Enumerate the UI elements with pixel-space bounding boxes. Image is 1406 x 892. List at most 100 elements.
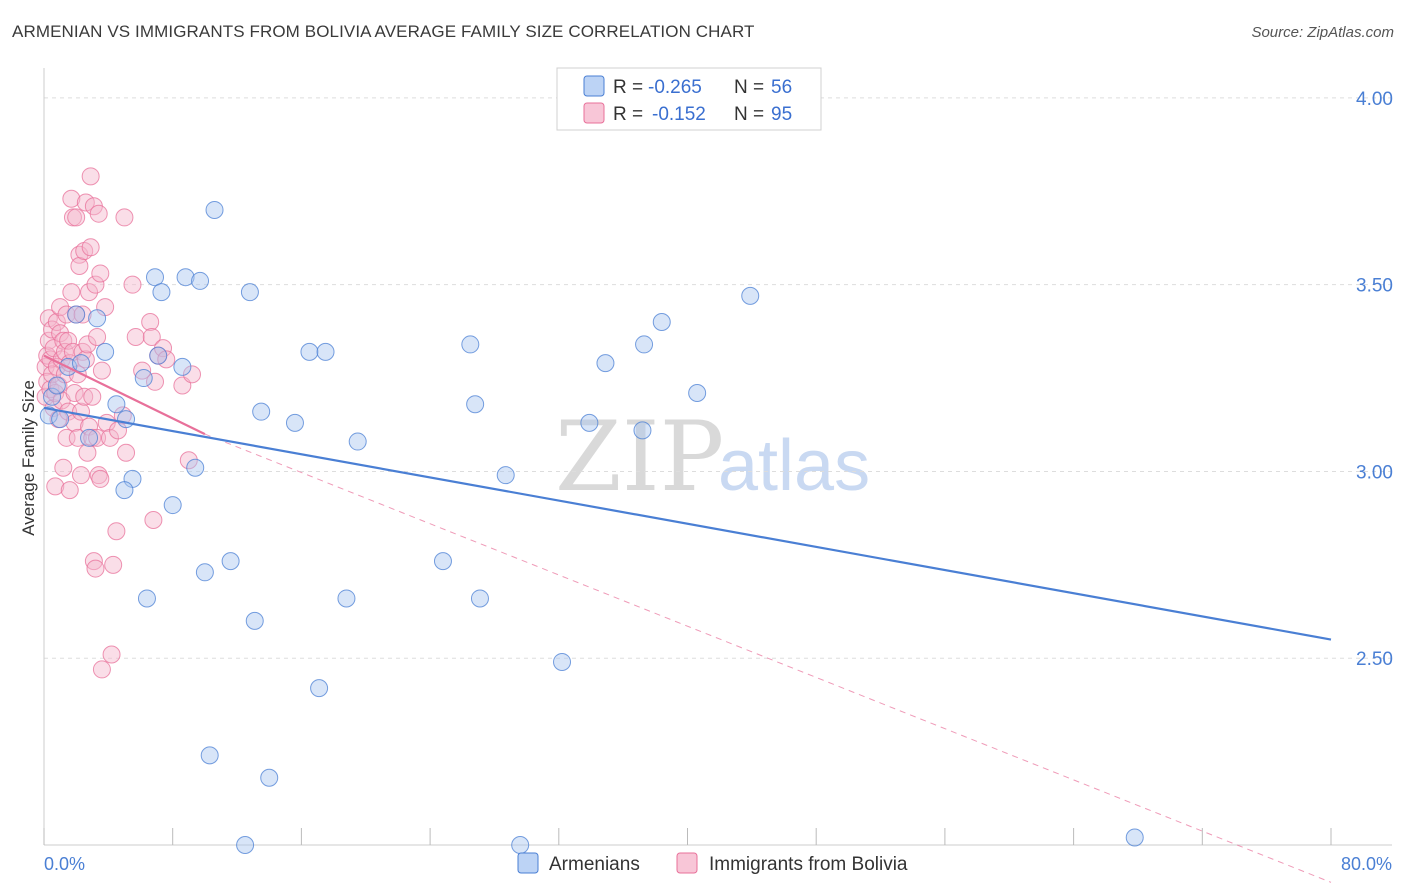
armenian-point (466, 395, 485, 414)
armenian-point (88, 309, 107, 328)
legend-r-label-blue: R = (613, 77, 643, 98)
bolivia-point (65, 383, 84, 402)
bolivia-point (92, 660, 111, 679)
legend-swatch-blue (583, 75, 605, 97)
armenian-point (43, 387, 62, 406)
bolivia-trend-line (43, 354, 206, 436)
stats-legend: R = -0.265 N = 56 R = -0.152 N = 95 (556, 67, 822, 131)
bolivia-point (86, 275, 105, 294)
armenian-point (137, 589, 156, 608)
bolivia-point (179, 451, 198, 470)
bolivia-point (72, 402, 91, 421)
armenian-point (260, 768, 279, 787)
bottom-legend-swatch-armenians (517, 852, 539, 874)
armenian-point (195, 563, 214, 582)
armenian-point (348, 432, 367, 451)
bolivia-point (142, 327, 161, 346)
armenian-point (337, 589, 356, 608)
armenian-point (553, 652, 572, 671)
armenian-point (72, 354, 91, 373)
bolivia-point (126, 327, 145, 346)
bolivia-point (78, 443, 97, 462)
bolivia-point (123, 275, 142, 294)
series-armenians-points (39, 200, 1144, 854)
bottom-legend-label-armenians: Armenians (549, 854, 640, 875)
bolivia-point (51, 298, 70, 317)
chart-source: Source: ZipAtlas.com (1251, 24, 1394, 41)
armenian-point (149, 346, 168, 365)
y-tick-label: 3.50 (1356, 276, 1393, 297)
armenian-point (107, 395, 126, 414)
armenian-point (191, 271, 210, 290)
watermark-zip: ZIP (555, 401, 724, 513)
bottom-legend-swatch-bolivia (676, 852, 698, 874)
bolivia-point (104, 555, 123, 574)
armenian-point (652, 313, 671, 332)
armenian-point (511, 836, 530, 854)
legend-r-label-pink: R = (613, 104, 643, 125)
armenian-point (115, 481, 134, 500)
armenian-point (1125, 828, 1144, 847)
armenian-point (635, 335, 654, 354)
armenian-point (596, 354, 615, 373)
trend-layer (43, 354, 1332, 883)
armenian-point (117, 410, 136, 429)
armenian-point (300, 342, 319, 361)
bottom-legend-label-bolivia: Immigrants from Bolivia (709, 854, 908, 875)
armenian-point (580, 413, 599, 432)
y-tick-label: 4.00 (1356, 89, 1393, 110)
armenian-point (221, 552, 240, 571)
legend-n-value-pink: 95 (771, 104, 792, 125)
armenian-point (80, 428, 99, 447)
armenian-point (146, 268, 165, 287)
armenian-point (252, 402, 271, 421)
armenian-point (496, 466, 515, 485)
bolivia-point (88, 327, 107, 346)
bolivia-point (62, 189, 81, 208)
bolivia-point (67, 208, 86, 227)
x-tick-label-end: 80.0% (1341, 854, 1392, 874)
armenian-point (200, 746, 219, 765)
armenian-point (245, 611, 264, 630)
armenian-point (163, 496, 182, 515)
bolivia-point (81, 238, 100, 257)
bolivia-point (72, 466, 91, 485)
bolivia-point (59, 331, 78, 350)
armenian-point (285, 413, 304, 432)
legend-n-label-blue: N = (734, 77, 764, 98)
bolivia-point (91, 264, 110, 283)
bolivia-point (57, 305, 76, 324)
armenian-point (236, 836, 255, 854)
y-axis-label: Average Family Size (19, 380, 38, 536)
bolivia-point (183, 365, 202, 384)
series-bolivia-points (36, 167, 202, 679)
x-tick-label-start: 0.0% (44, 854, 85, 874)
armenian-point (47, 376, 66, 395)
bolivia-point (141, 313, 160, 332)
legend-r-value-pink: -0.152 (652, 104, 706, 125)
bolivia-point (70, 256, 89, 275)
bolivia-point (117, 443, 136, 462)
bolivia-point (80, 283, 99, 302)
armenians-trend-line (43, 406, 1332, 641)
armenian-point (96, 342, 115, 361)
axis-layer (43, 68, 1392, 846)
bolivia-point (84, 552, 103, 571)
bolivia-point (81, 167, 100, 186)
series-legend: Armenians Immigrants from Bolivia (517, 852, 908, 875)
y-tick-label: 3.00 (1356, 462, 1393, 483)
bolivia-point (146, 372, 165, 391)
bolivia-point (73, 305, 92, 324)
bolivia-point (78, 335, 97, 354)
chart-title: ARMENIAN VS IMMIGRANTS FROM BOLIVIA AVER… (12, 22, 755, 41)
legend-r-value-blue: -0.265 (648, 77, 702, 98)
armenian-point (152, 283, 171, 302)
bolivia-point (133, 361, 152, 380)
armenian-point (67, 305, 86, 324)
armenian-point (470, 589, 489, 608)
y-tick-labels: 2.50 3.00 3.50 4.00 (1356, 89, 1393, 670)
bolivia-point (144, 511, 163, 530)
bolivia-point (102, 645, 121, 664)
armenian-point (310, 679, 329, 698)
